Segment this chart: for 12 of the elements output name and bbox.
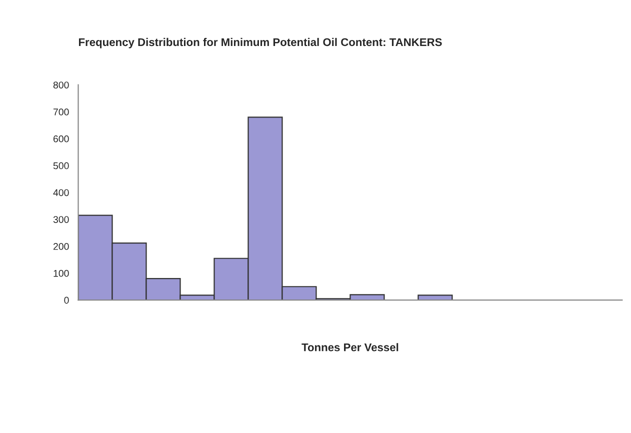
chart-title: Frequency Distribution for Minimum Potential Oil Content: TANKERS [78,38,442,48]
y-tick-label: 400 [53,189,69,196]
y-tick-label: 100 [54,270,69,277]
y-tick-label: 600 [53,135,69,142]
y-tick-label: 700 [53,108,69,116]
y-tick-label: 800 [53,82,69,88]
x-axis-title: Tonnes Per Vessel [302,343,398,352]
bar [418,294,453,300]
y-tick-label: 300 [53,216,69,223]
y-tick-label: 0 [64,296,69,304]
y-tick-label: 200 [53,243,69,250]
y-tick-label: 500 [53,162,69,170]
